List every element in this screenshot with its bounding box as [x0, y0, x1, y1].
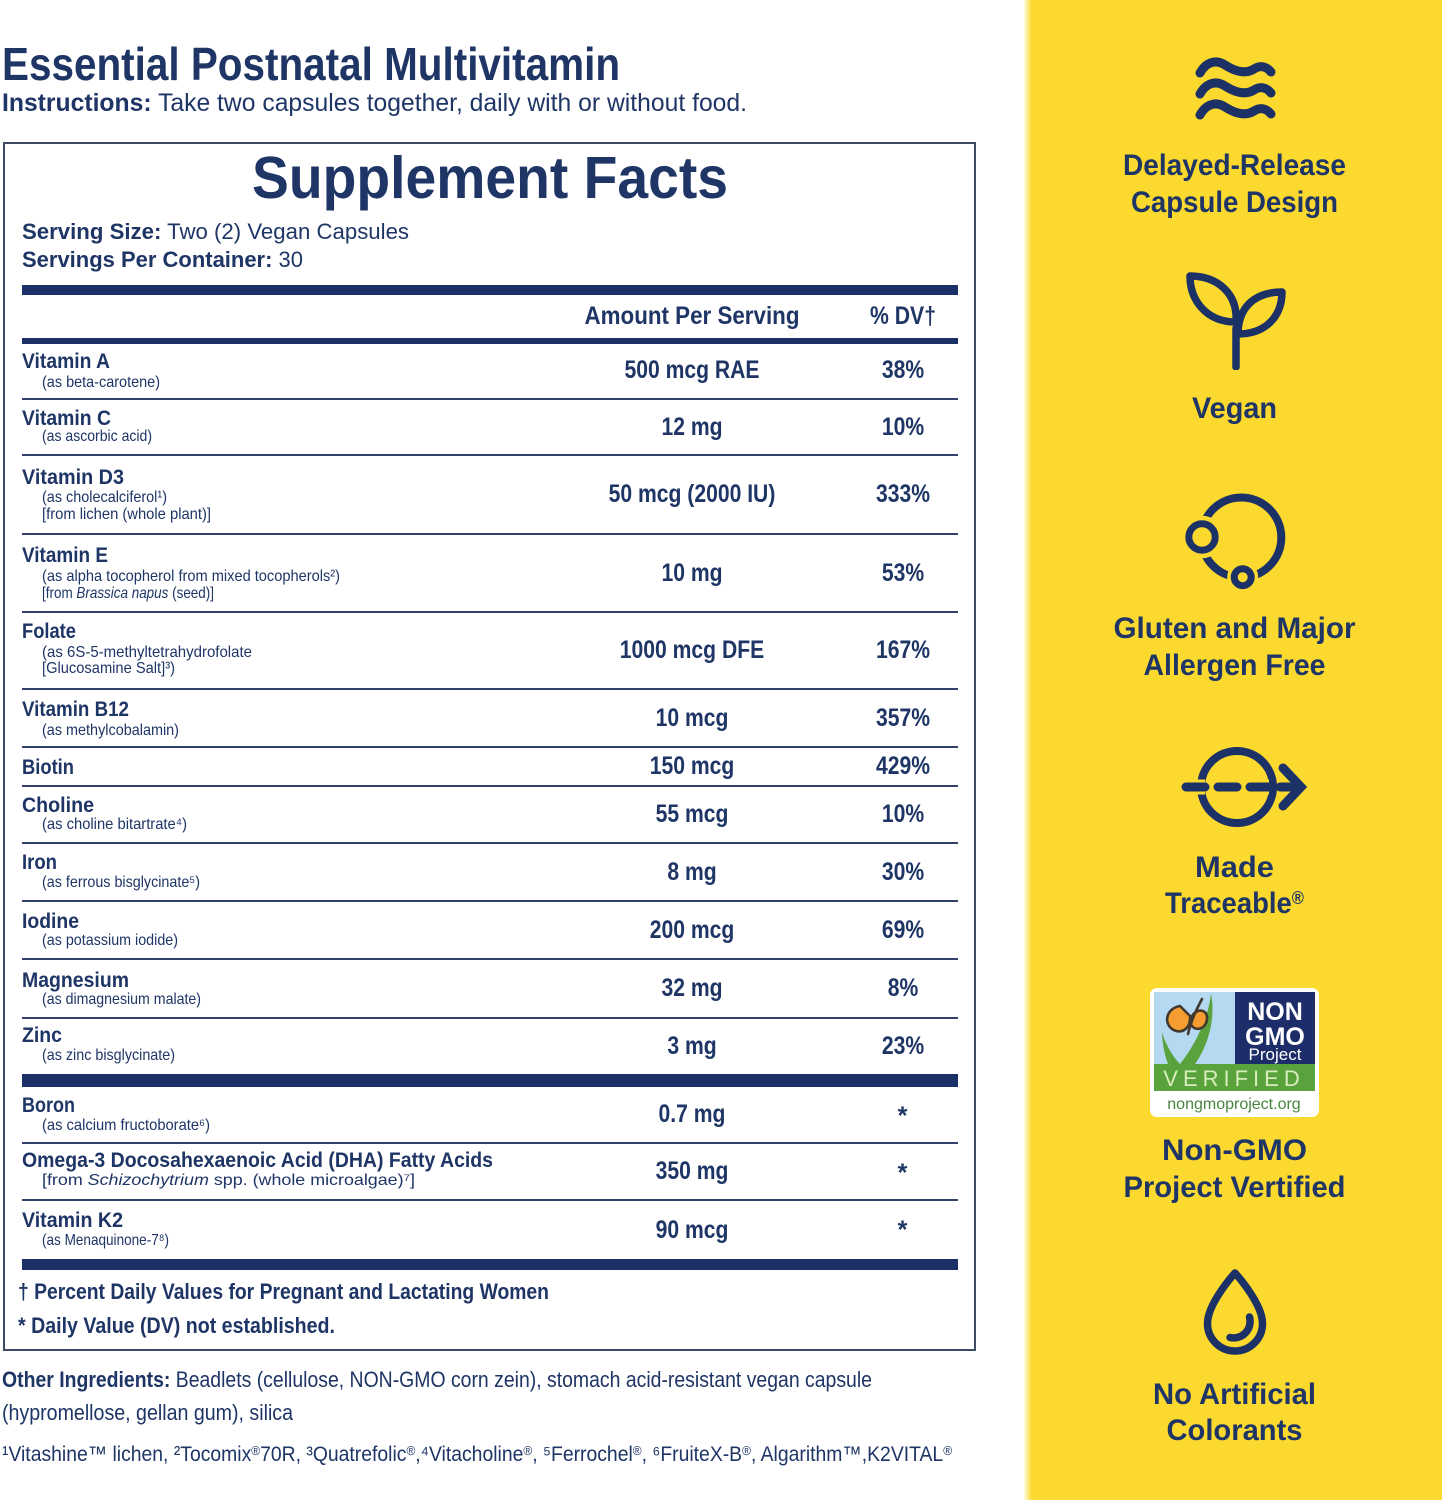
svg-text:VERIFIED: VERIFIED: [1163, 1066, 1304, 1091]
svg-text:Project: Project: [1249, 1045, 1302, 1064]
svg-text:GMO: GMO: [1245, 1023, 1305, 1051]
svg-text:NON: NON: [1247, 998, 1303, 1026]
svg-text:nongmoproject.org: nongmoproject.org: [1167, 1096, 1300, 1113]
